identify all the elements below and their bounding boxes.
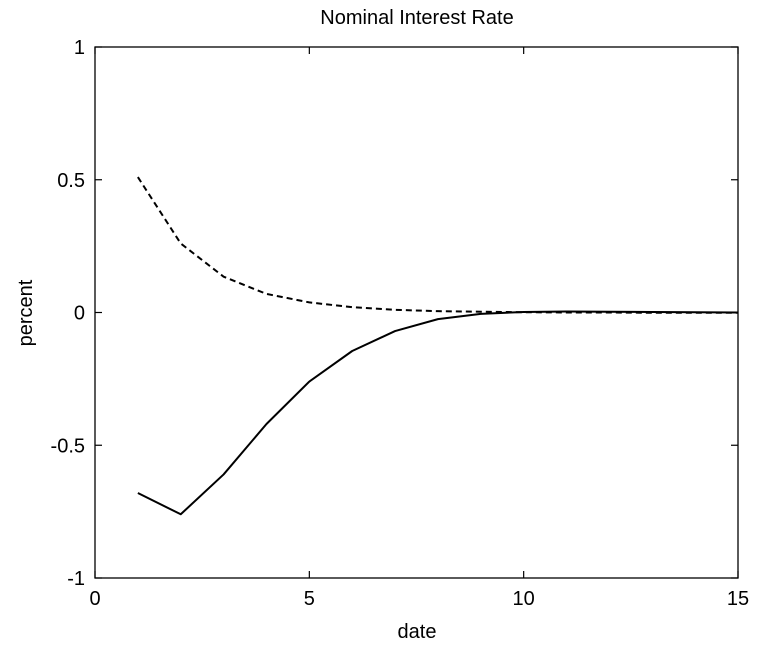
plot-area [94, 46, 739, 579]
y-tick-label: 0 [74, 303, 85, 325]
x-axis-label: date [398, 621, 437, 643]
y-tick-label: 0.5 [57, 170, 85, 192]
y-axis-label: percent [15, 279, 37, 346]
y-tick-label: -0.5 [51, 435, 85, 457]
y-tick-label: 1 [74, 37, 85, 59]
x-tick-label: 5 [304, 588, 315, 610]
series-line-solid [137, 310, 739, 516]
x-tick-label: 15 [727, 588, 749, 610]
y-tick-label: -1 [67, 568, 85, 590]
series-line-dashed [137, 176, 738, 314]
axis-ticks: 0 5 10 15 -1 -0.5 0 0.5 1 [51, 37, 750, 610]
x-tick-label: 10 [513, 588, 535, 610]
x-tick-label: 0 [89, 588, 100, 610]
chart-title: Nominal Interest Rate [320, 7, 513, 29]
